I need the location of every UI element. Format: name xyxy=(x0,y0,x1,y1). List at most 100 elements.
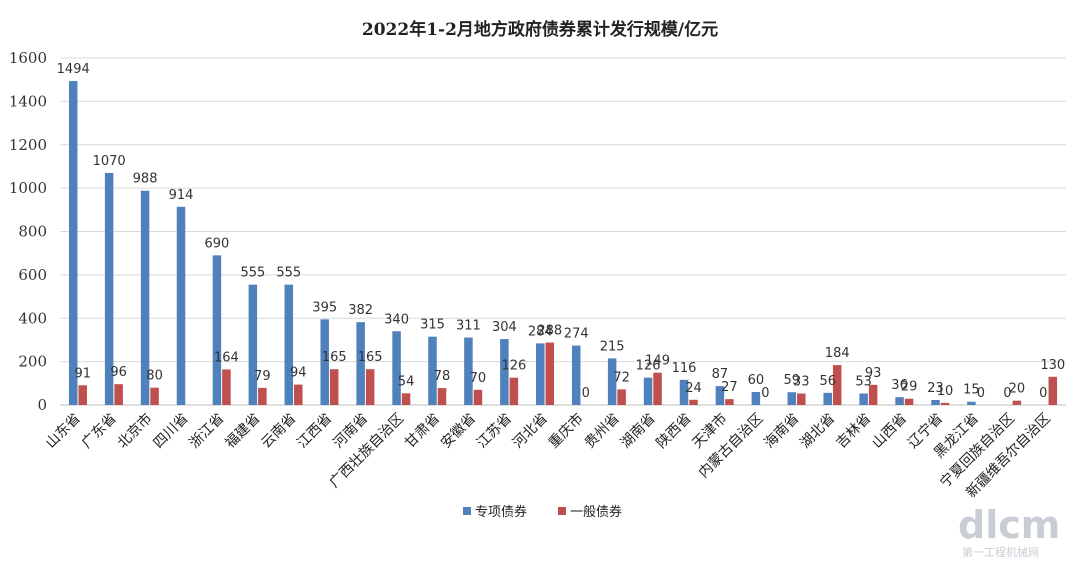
x-tick-label: 吉林省 xyxy=(833,411,874,452)
data-label: 0 xyxy=(977,386,985,401)
data-label: 914 xyxy=(169,188,194,203)
watermark-logo: dlcm xyxy=(958,503,1060,547)
data-label: 29 xyxy=(901,380,918,395)
bar-general xyxy=(258,387,267,405)
x-tick-label: 湖北省 xyxy=(797,411,838,452)
y-axis-ticks: 0 200 400 600 800 1000 1200 1400 1600 xyxy=(9,49,47,414)
y-tick-label: 800 xyxy=(18,223,47,241)
y-tick-label: 200 xyxy=(18,353,47,371)
data-label: 164 xyxy=(214,350,239,365)
data-label: 130 xyxy=(1040,358,1065,373)
bar-special xyxy=(140,190,150,405)
bar-general xyxy=(1012,400,1022,405)
bar-special xyxy=(607,358,617,405)
bar-special xyxy=(68,80,78,406)
bar-general xyxy=(509,377,519,405)
watermark-subtext: 第一工程机械网 xyxy=(962,545,1039,559)
data-label: 165 xyxy=(358,350,383,365)
bar-general xyxy=(868,384,878,405)
data-label: 555 xyxy=(240,266,265,281)
bar-general xyxy=(78,385,87,405)
bar-special xyxy=(823,392,832,405)
x-tick-label: 江苏省 xyxy=(474,411,515,452)
bar-special xyxy=(284,284,294,405)
data-label: 165 xyxy=(322,350,347,365)
x-axis-ticks: 山东省广东省北京市四川省浙江省福建省云南省江西省河南省广西壮族自治区甘肃省安徽省… xyxy=(43,410,1054,501)
bar-special xyxy=(967,401,976,405)
data-label: 87 xyxy=(712,367,729,382)
data-label: 53 xyxy=(855,375,872,390)
bar-special xyxy=(895,397,904,405)
bar-special xyxy=(931,400,940,405)
data-label: 0 xyxy=(761,386,769,401)
x-tick-label: 重庆市 xyxy=(545,410,587,452)
legend-swatch xyxy=(558,507,566,515)
bar-special xyxy=(859,393,868,405)
data-label: 54 xyxy=(398,374,415,389)
bar-general xyxy=(940,402,950,405)
bar-general xyxy=(1048,376,1058,405)
legend-item: 一般债券 xyxy=(558,504,622,520)
bar-general xyxy=(329,369,339,405)
data-label: 149 xyxy=(645,354,670,369)
data-label: 116 xyxy=(672,361,697,376)
data-label: 60 xyxy=(748,373,765,388)
x-tick-label: 江西省 xyxy=(294,411,335,452)
data-label: 96 xyxy=(110,365,127,380)
bar-special xyxy=(715,386,725,405)
bar-general xyxy=(114,384,123,405)
watermark: dlcm 第一工程机械网 xyxy=(958,503,1060,559)
data-label: 0 xyxy=(1003,386,1011,401)
data-label: 10 xyxy=(937,384,954,399)
x-tick-label: 云南省 xyxy=(258,411,299,452)
x-tick-label: 贵州省 xyxy=(582,411,623,452)
bar-general xyxy=(725,399,734,405)
bar-special xyxy=(536,343,545,405)
y-tick-label: 1400 xyxy=(9,92,47,110)
x-tick-label: 湖南省 xyxy=(618,411,659,452)
data-label: 1494 xyxy=(57,62,90,77)
bar-general xyxy=(617,389,626,405)
data-label: 27 xyxy=(721,380,738,395)
data-label: 1070 xyxy=(93,154,126,169)
legend-label: 一般债券 xyxy=(570,504,622,520)
bar-general xyxy=(545,342,555,405)
bar-special xyxy=(392,331,401,405)
data-label: 91 xyxy=(74,366,91,381)
bar-general xyxy=(294,384,303,405)
gridlines xyxy=(60,57,1066,406)
data-label: 79 xyxy=(254,369,271,384)
bar-general xyxy=(365,369,375,405)
bar-general xyxy=(150,387,159,405)
bar-general xyxy=(401,393,411,405)
data-label: 340 xyxy=(384,312,409,327)
data-label: 311 xyxy=(456,319,481,334)
data-label: 988 xyxy=(133,172,158,187)
data-label: 0 xyxy=(582,386,590,401)
bar-special xyxy=(787,392,797,405)
x-tick-label: 福建省 xyxy=(222,411,263,452)
data-label: 184 xyxy=(825,346,850,361)
data-label: 315 xyxy=(420,318,445,333)
y-tick-label: 1000 xyxy=(9,179,47,197)
x-tick-label: 北京市 xyxy=(114,410,156,452)
bar-special xyxy=(104,172,114,405)
data-label: 288 xyxy=(537,324,562,339)
y-tick-label: 400 xyxy=(18,309,47,327)
data-label: 59 xyxy=(784,373,801,388)
bar-special xyxy=(212,255,222,405)
bar-special xyxy=(464,337,473,405)
bar-special xyxy=(248,284,258,405)
bar-general xyxy=(653,372,662,405)
bar-special xyxy=(500,339,509,405)
bar-special xyxy=(643,377,653,405)
chart-title: 2022年1-2月地方政府债券累计发行规模/亿元 xyxy=(362,19,718,40)
data-label: 274 xyxy=(564,327,589,342)
data-label: 56 xyxy=(819,374,836,389)
data-labels: 1494911070969888091469016455579555943951… xyxy=(57,62,1066,401)
data-label: 80 xyxy=(146,369,163,384)
legend: 专项债券 一般债券 xyxy=(463,504,622,520)
legend-swatch xyxy=(463,507,471,515)
data-label: 284 xyxy=(528,324,553,339)
